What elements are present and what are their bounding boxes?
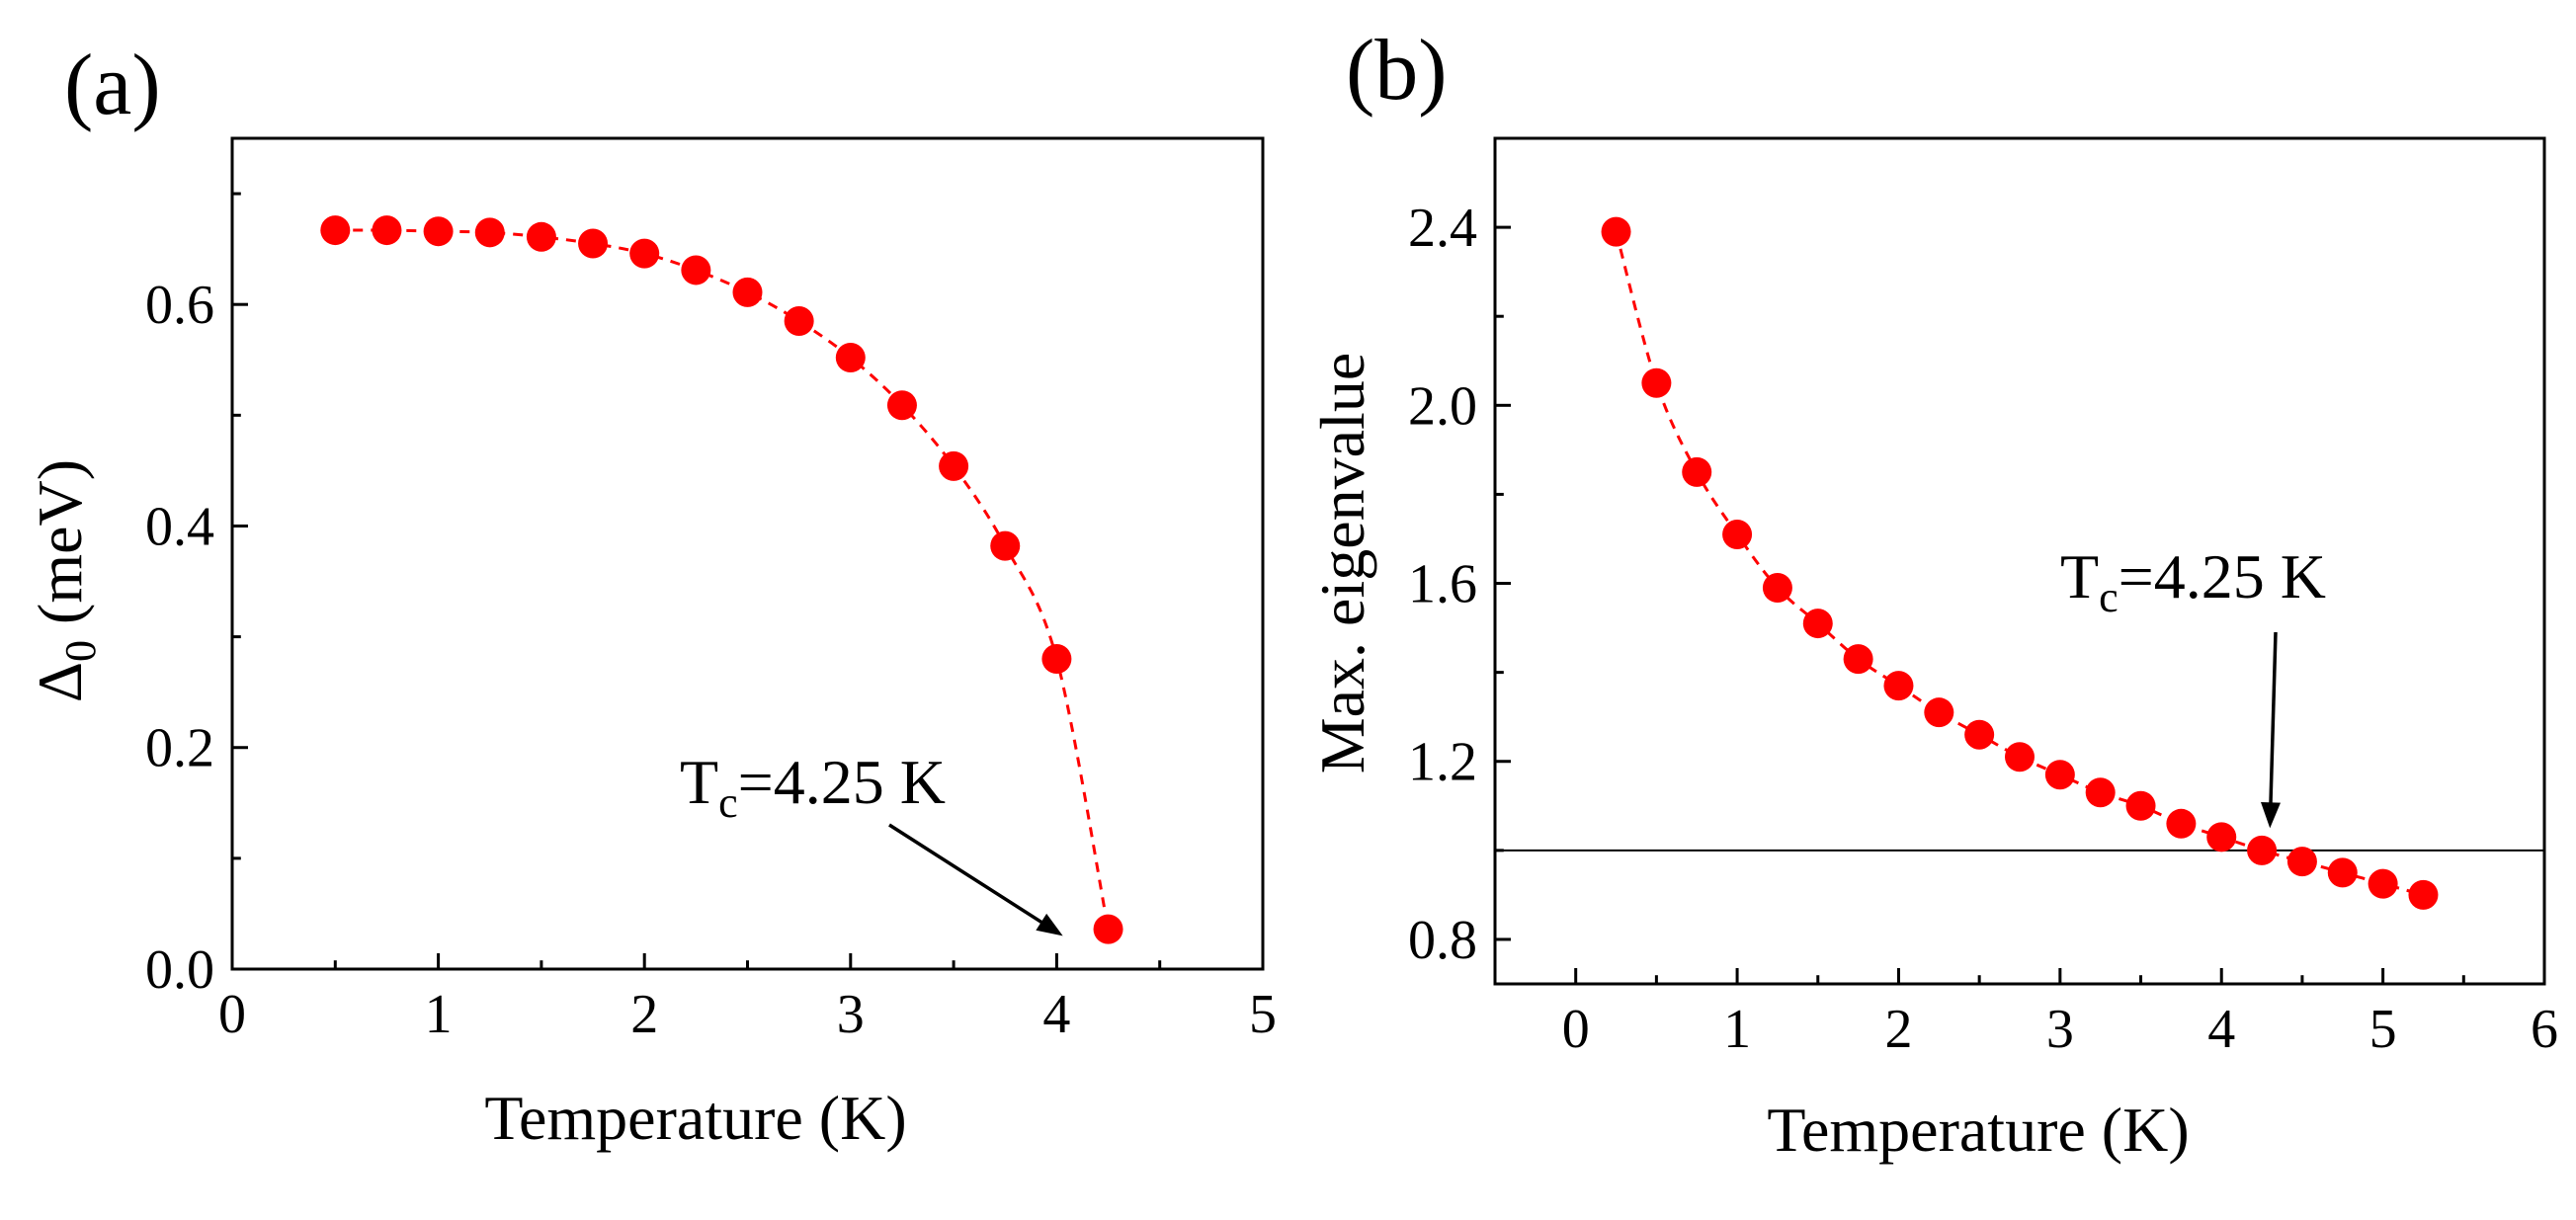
panel-a-annotation: Tc=4.25 K bbox=[680, 747, 1063, 936]
panel-b-data-point bbox=[2125, 790, 2156, 821]
panel-a-ticks: 0 1 2 3 4 5 0.0 0.2 0.4 0.6 bbox=[145, 192, 1277, 1045]
panel-a-y-tick-label: 0.6 bbox=[145, 275, 214, 336]
panel-a-x-tick-label: 1 bbox=[425, 984, 453, 1045]
panel-a-y-tick-label: 0.4 bbox=[145, 496, 214, 557]
panel-b-data-point bbox=[1601, 216, 1631, 247]
panel-a-data-point bbox=[990, 530, 1021, 561]
panel-b-data-point bbox=[1924, 697, 1954, 728]
panel-b-data-point bbox=[1762, 573, 1792, 604]
panel-b-ticks: 0 1 2 3 4 5 6 0.8 1.2 1.6 2.0 2.4 bbox=[1408, 136, 2558, 1060]
panel-b-x-tick-label: 6 bbox=[2531, 999, 2558, 1060]
panel-a-data-point bbox=[474, 217, 505, 248]
panel-a-data-point bbox=[372, 215, 402, 246]
panel-a-x-axis-label: Temperature (K) bbox=[484, 1083, 906, 1153]
panel-a-data-point bbox=[681, 255, 711, 285]
panel-b-x-tick-label: 4 bbox=[2207, 999, 2235, 1060]
panel-b: (b) Temperature (K) Max. eigenvalue 0 1 2 3… bbox=[1307, 23, 2558, 1165]
panel-a: (a) Temperature (K) Δ0 (meV) 0 1 2 3 4 50.00.… bbox=[25, 38, 1277, 1153]
panel-b-data-point bbox=[1682, 456, 1712, 487]
panel-b-data-point bbox=[1802, 609, 1833, 639]
panel-b-label: (b) bbox=[1346, 23, 1448, 119]
panel-a-tc-value: =4.25 K bbox=[738, 747, 946, 817]
panel-b-data-point bbox=[2206, 822, 2237, 853]
panel-b-data-point bbox=[2327, 857, 2358, 888]
panel-b-y-tick-label: 2.4 bbox=[1408, 198, 1477, 259]
panel-a-x-tick-label: 3 bbox=[837, 984, 865, 1045]
panel-a-tc-subscript: c bbox=[718, 778, 738, 827]
panel-a-markers bbox=[320, 215, 1123, 944]
panel-b-plot-frame bbox=[1493, 136, 2546, 986]
panel-a-x-tick-label: 4 bbox=[1042, 984, 1070, 1045]
panel-b-x-tick-label: 3 bbox=[2046, 999, 2074, 1060]
panel-b-y-tick-label: 0.8 bbox=[1408, 910, 1477, 971]
panel-b-dashed-curve bbox=[1615, 231, 2424, 897]
panel-b-data-point bbox=[1641, 367, 1672, 398]
panel-a-y-axis-unit: (meV) bbox=[25, 459, 95, 640]
panel-b-tc-label: Tc=4.25 K bbox=[2060, 541, 2326, 621]
panel-a-y-axis-label: Δ0 (meV) bbox=[25, 459, 105, 702]
panel-b-x-tick-label: 1 bbox=[1723, 999, 1751, 1060]
panel-a-data-point bbox=[1041, 644, 1072, 675]
panel-b-y-tick-label: 1.2 bbox=[1408, 732, 1477, 793]
panel-b-data-point bbox=[2044, 760, 2075, 790]
panel-a-y-axis-subscript: 0 bbox=[56, 640, 105, 662]
panel-b-annotation: Tc=4.25 K bbox=[2060, 541, 2326, 829]
panel-b-tc-symbol: T bbox=[2060, 541, 2099, 611]
panel-b-data-point bbox=[2286, 847, 2317, 877]
panel-b-tc-arrowhead bbox=[2261, 802, 2281, 829]
panel-b-data-point bbox=[2005, 742, 2035, 773]
panel-a-tc-symbol: T bbox=[680, 747, 718, 817]
panel-a-x-tick-label: 2 bbox=[630, 984, 658, 1045]
panel-a-tc-arrowhead bbox=[1036, 913, 1063, 936]
panel-a-x-tick-label: 5 bbox=[1249, 984, 1277, 1045]
panel-a-data-point bbox=[1093, 914, 1123, 944]
panel-a-x-tick-label: 0 bbox=[218, 984, 246, 1045]
panel-b-tc-arrow bbox=[2269, 631, 2278, 809]
panel-b-data-point bbox=[1722, 519, 1753, 549]
panel-b-tc-subscript: c bbox=[2099, 573, 2119, 621]
panel-a-y-tick-label: 0.2 bbox=[145, 718, 214, 779]
panel-b-y-tick-label: 1.6 bbox=[1408, 554, 1477, 615]
panel-b-data-point bbox=[2408, 879, 2439, 910]
panel-a-y-tick-label: 0.0 bbox=[145, 939, 214, 1001]
panel-a-data-point bbox=[732, 277, 763, 307]
panel-b-markers bbox=[1601, 216, 2439, 910]
panel-a-data-point bbox=[629, 238, 660, 269]
panel-b-data-point bbox=[2166, 808, 2197, 839]
panel-b-x-axis-label: Temperature (K) bbox=[1767, 1095, 2189, 1165]
panel-a-label: (a) bbox=[64, 38, 161, 133]
panel-b-y-tick-label: 2.0 bbox=[1408, 375, 1477, 437]
panel-b-data-point bbox=[1883, 671, 1914, 701]
panel-b-x-tick-label: 2 bbox=[1884, 999, 1912, 1060]
panel-a-y-axis-symbol: Δ bbox=[25, 662, 95, 702]
panel-a-tc-arrow bbox=[888, 823, 1047, 928]
panel-b-data-point bbox=[1843, 644, 1873, 675]
panel-a-data-point bbox=[886, 390, 917, 421]
panel-b-data-point bbox=[2368, 868, 2398, 899]
panel-a-data-point bbox=[835, 343, 866, 373]
panel-b-data-point bbox=[1964, 719, 1995, 750]
panel-a-data-point bbox=[423, 216, 454, 247]
panel-a-data-point bbox=[939, 450, 969, 481]
panel-b-curve-layer bbox=[1615, 231, 2424, 897]
panel-b-y-axis-label: Max. eigenvalue bbox=[1307, 353, 1377, 774]
panel-a-data-point bbox=[784, 306, 814, 337]
panel-b-data-point bbox=[2247, 835, 2278, 865]
panel-a-data-point bbox=[320, 215, 351, 246]
panel-b-x-tick-label: 0 bbox=[1562, 999, 1590, 1060]
panel-b-data-point bbox=[2085, 777, 2116, 808]
panel-b-x-tick-label: 5 bbox=[2369, 999, 2397, 1060]
panel-a-tc-label: Tc=4.25 K bbox=[680, 747, 946, 827]
panel-a-data-point bbox=[578, 228, 609, 259]
panel-a-data-point bbox=[526, 221, 556, 252]
panel-a-plot-frame bbox=[230, 136, 1265, 971]
panel-b-tc-value: =4.25 K bbox=[2119, 541, 2326, 611]
